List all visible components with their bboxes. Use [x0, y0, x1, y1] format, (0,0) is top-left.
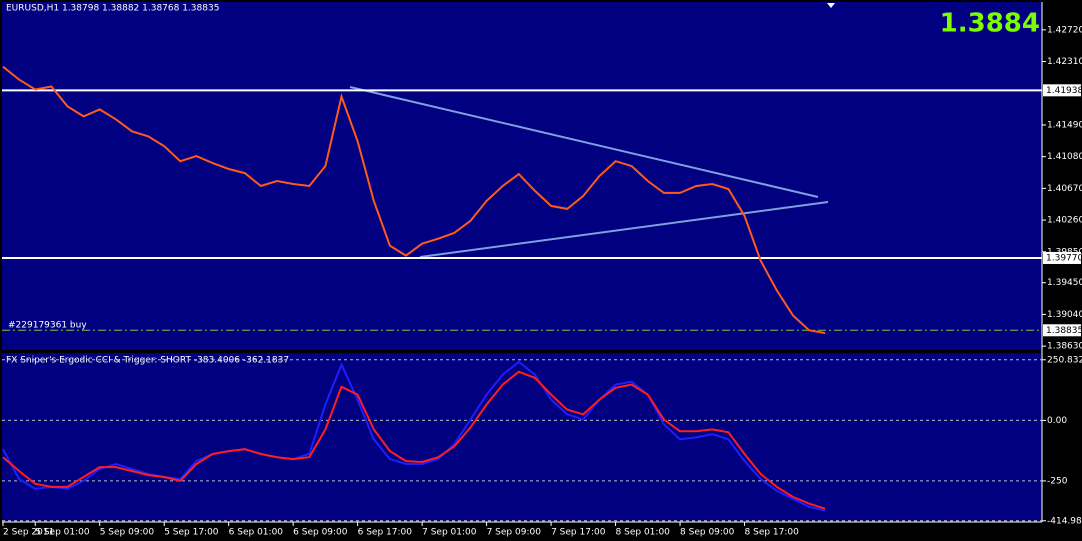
series-line: [2, 360, 826, 512]
y-tick-label: 1.42720: [1047, 25, 1082, 35]
x-tick-label: 8 Sep 17:00: [745, 528, 800, 538]
y-tick-label: 1.42310: [1047, 57, 1082, 67]
y-tick-label: 0.00: [1047, 416, 1067, 426]
trend-line: [349, 86, 819, 198]
indicator-title: FX Sniper's Ergodic CCI & Trigger: SHORT…: [6, 356, 289, 366]
x-tick-label: 7 Sep 17:00: [551, 528, 606, 538]
y-tick-label: 1.39040: [1047, 310, 1082, 320]
x-tick-label: 7 Sep 09:00: [487, 528, 542, 538]
order-label: #229179361 buy: [8, 321, 87, 331]
x-tick-label: 5 Sep 17:00: [164, 528, 219, 538]
bid-label: 1.3884: [940, 9, 1040, 39]
y-tick-label: 1.40670: [1047, 184, 1082, 194]
series-line: [2, 370, 826, 510]
x-tick-label: 2 Sep 2011: [3, 528, 54, 538]
y-tick-label: 1.39450: [1047, 278, 1082, 288]
y-tick-label: -414.983: [1047, 516, 1082, 526]
x-tick-label: 7 Sep 01:00: [422, 528, 477, 538]
y-tick-label: -250: [1047, 476, 1068, 486]
scroll-marker: [827, 3, 835, 8]
y-tick-label: 1.41490: [1047, 120, 1082, 130]
level-box: [1043, 251, 1081, 264]
x-tick-label: 8 Sep 01:00: [616, 528, 671, 538]
y-tick-label: 1.41080: [1047, 152, 1082, 162]
y-tick-label: 250.832: [1047, 355, 1082, 365]
x-tick-label: 5 Sep 09:00: [100, 528, 155, 538]
level-box: [1043, 324, 1081, 337]
series-line: [2, 65, 826, 335]
level-label: 1.38835: [1046, 326, 1082, 336]
x-tick-label: 6 Sep 17:00: [358, 528, 413, 538]
indicator-panel: [2, 353, 1042, 522]
level-box: [1043, 84, 1081, 97]
trend-line: [419, 201, 829, 258]
x-tick-label: 5 Sep 01:00: [35, 528, 90, 538]
y-tick-label: 1.40260: [1047, 216, 1082, 226]
x-tick-label: 6 Sep 09:00: [293, 528, 348, 538]
level-label: 1.39770: [1046, 253, 1082, 263]
y-tick-label: 1.38630: [1047, 342, 1082, 352]
price-title: EURUSD,H1 1.38798 1.38882 1.38768 1.3883…: [6, 4, 219, 14]
x-tick-label: 6 Sep 01:00: [229, 528, 284, 538]
x-tick-label: 8 Sep 09:00: [680, 528, 735, 538]
level-label: 1.41938: [1046, 86, 1082, 96]
